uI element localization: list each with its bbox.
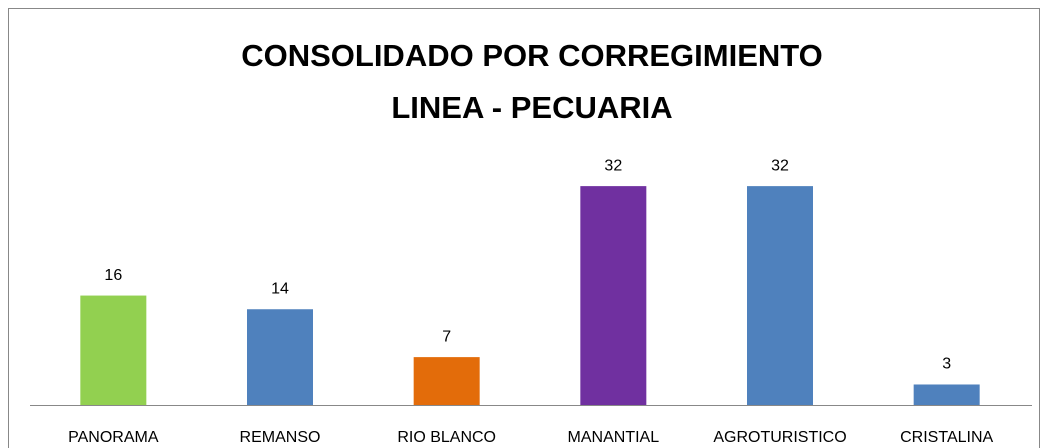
x-tick-label: CRISTALINA [900, 429, 993, 446]
value-label: 14 [271, 280, 289, 297]
value-label: 32 [604, 157, 622, 174]
bar [913, 384, 980, 405]
bar [747, 186, 813, 405]
x-tick-label: RIO BLANCO [397, 429, 496, 446]
chart-title: LINEA - PECUARIA [391, 90, 672, 125]
value-label: 3 [942, 356, 951, 373]
x-tick-label: AGROTURISTICO [713, 429, 846, 446]
x-tick-label: PANORAMA [68, 429, 159, 446]
x-tick-label: MANANTIAL [568, 429, 660, 446]
chart-title: CONSOLIDADO POR CORREGIMIENTO [241, 38, 823, 73]
bar [247, 309, 313, 405]
value-label: 16 [104, 267, 122, 284]
value-label: 32 [771, 157, 789, 174]
bar [413, 357, 480, 405]
value-label: 7 [442, 328, 451, 345]
chart-border [8, 8, 1040, 448]
x-tick-label: REMANSO [240, 429, 321, 446]
bar [80, 295, 147, 405]
bar [580, 186, 647, 405]
